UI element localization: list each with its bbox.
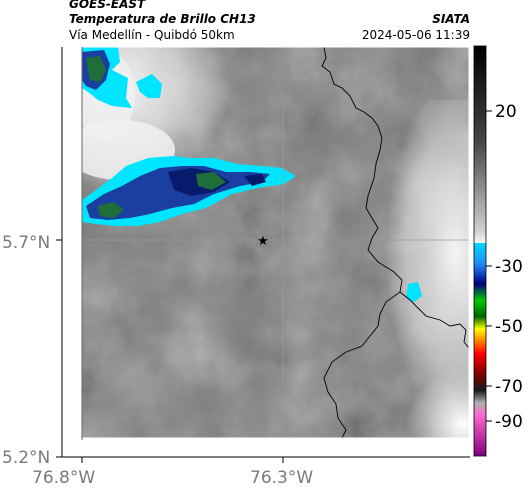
colorbar-tick-label: -90	[495, 412, 523, 432]
route-subtitle: Vía Medellín - Quibdó 50km	[69, 28, 235, 42]
location-star-marker: ★	[257, 234, 269, 249]
x-tick-label: 76.3°W	[250, 468, 313, 488]
cold-cloud-band	[82, 156, 296, 226]
department-border	[399, 291, 469, 349]
colorbar-tick-label: -50	[495, 317, 523, 337]
y-tick-label: 5.7°N	[2, 233, 50, 253]
cold-cloud-cell	[406, 282, 422, 302]
datetime-label: 2024-05-06 11:39	[361, 28, 470, 42]
satellite-title: GOES-EAST	[69, 0, 146, 11]
colorbar: 20 -30 -50 -70 -90	[473, 45, 523, 457]
y-tick-label: 5.2°N	[2, 448, 50, 468]
satellite-image	[82, 47, 469, 438]
colorbar-tick-label: -70	[495, 377, 523, 397]
cold-cloud-top	[82, 47, 162, 108]
department-border	[321, 47, 403, 438]
colorbar-tick-label: -30	[495, 257, 523, 277]
colorbar-tick-label: 20	[495, 102, 517, 122]
product-title: Temperatura de Brillo CH13	[69, 12, 256, 26]
x-tick-label: 76.8°W	[32, 468, 95, 488]
brand-label: SIATA	[432, 12, 470, 26]
